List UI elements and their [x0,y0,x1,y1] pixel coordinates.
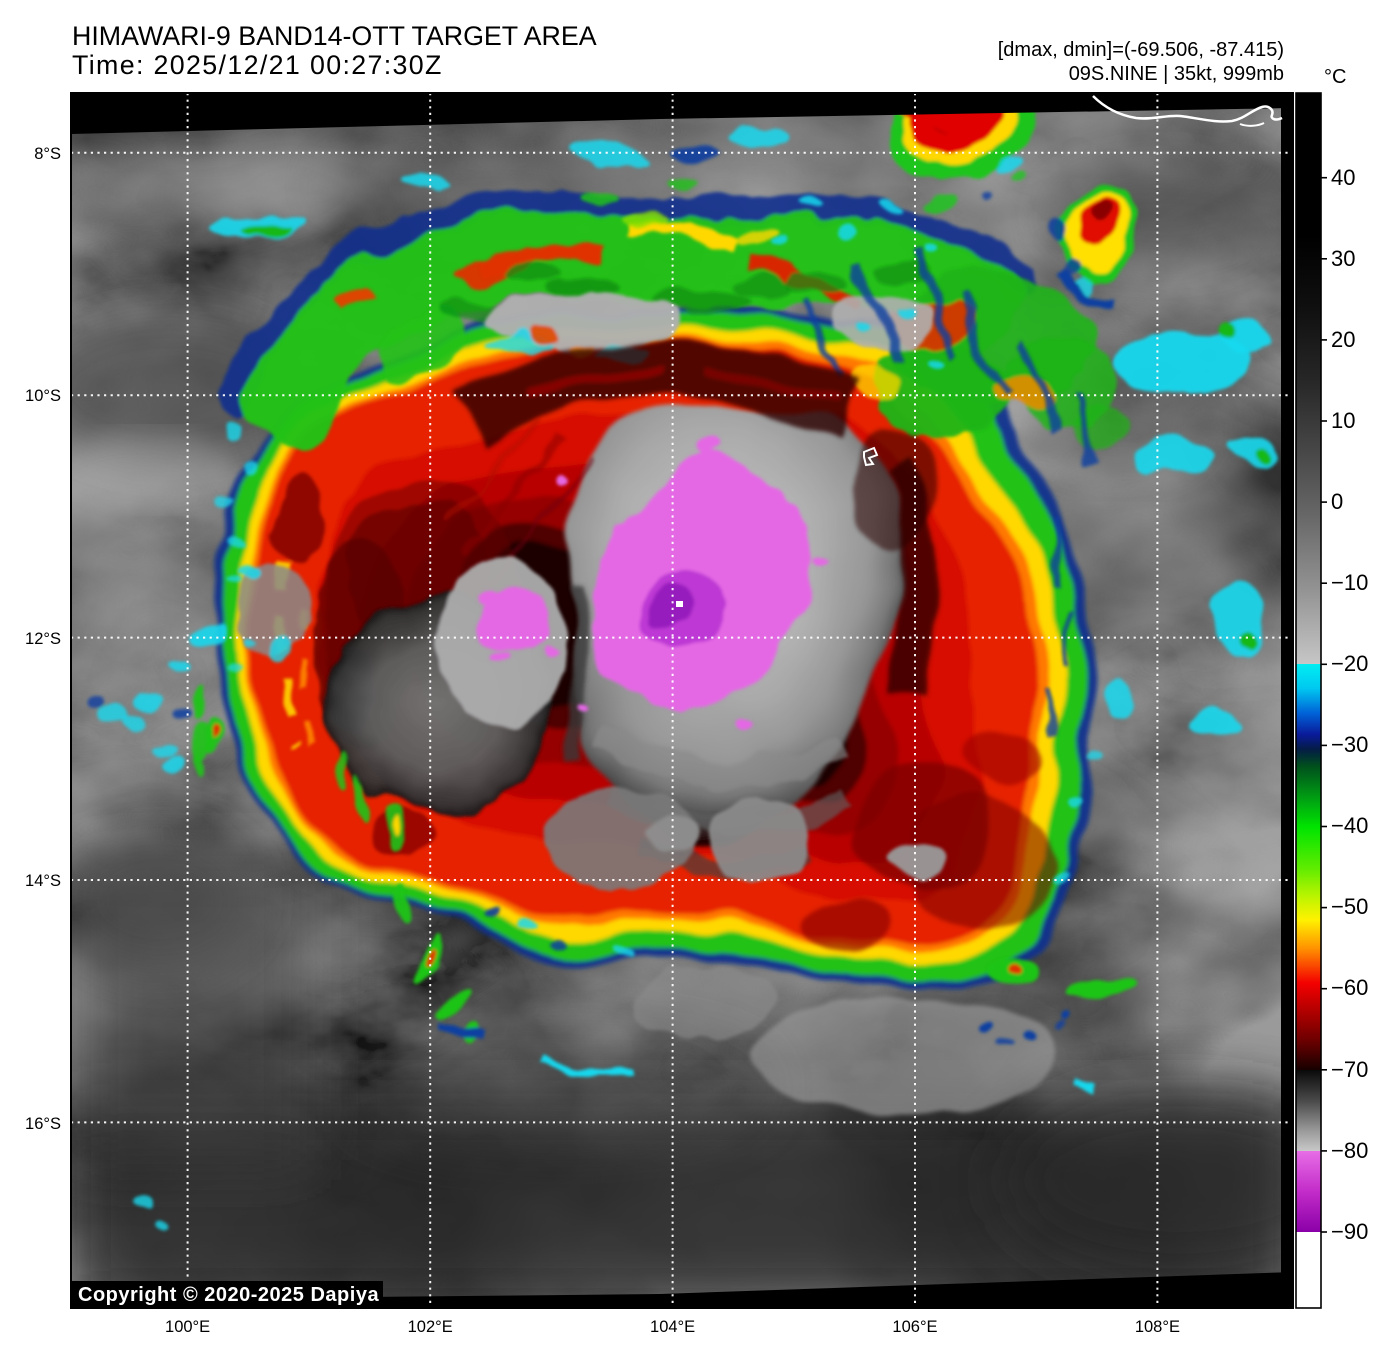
svg-text:12°S: 12°S [25,630,61,648]
svg-text:[dmax, dmin]=(-69.506, -87.415: [dmax, dmin]=(-69.506, -87.415) [998,39,1284,61]
svg-text:−30: −30 [1331,732,1368,757]
svg-text:102°E: 102°E [408,1318,453,1336]
svg-text:−40: −40 [1331,813,1368,838]
svg-text:−90: −90 [1331,1219,1368,1244]
svg-text:10°S: 10°S [25,387,61,405]
svg-text:−80: −80 [1331,1138,1368,1163]
svg-text:−60: −60 [1331,975,1368,1000]
svg-text:−10: −10 [1331,570,1368,595]
svg-text:−70: −70 [1331,1057,1368,1082]
svg-text:−20: −20 [1331,651,1368,676]
svg-text:Time: 2025/12/21 00:27:30Z: Time: 2025/12/21 00:27:30Z [72,50,443,80]
svg-text:108°E: 108°E [1135,1318,1180,1336]
svg-text:20: 20 [1331,327,1355,352]
svg-text:30: 30 [1331,246,1355,271]
svg-text:106°E: 106°E [892,1318,937,1336]
svg-text:16°S: 16°S [25,1115,61,1133]
svg-text:104°E: 104°E [650,1318,695,1336]
svg-text:14°S: 14°S [25,872,61,890]
svg-text:10: 10 [1331,408,1355,433]
svg-text:HIMAWARI-9 BAND14-OTT TARGET A: HIMAWARI-9 BAND14-OTT TARGET AREA [72,21,597,51]
svg-text:Copyright © 2020-2025 Dapiya: Copyright © 2020-2025 Dapiya [78,1284,379,1306]
svg-text:0: 0 [1331,489,1343,514]
svg-text:100°E: 100°E [165,1318,210,1336]
svg-text:8°S: 8°S [34,145,61,163]
svg-text:09S.NINE | 35kt, 999mb: 09S.NINE | 35kt, 999mb [1069,63,1284,85]
svg-text:°C: °C [1324,66,1346,88]
svg-text:−50: −50 [1331,894,1368,919]
svg-text:40: 40 [1331,165,1355,190]
